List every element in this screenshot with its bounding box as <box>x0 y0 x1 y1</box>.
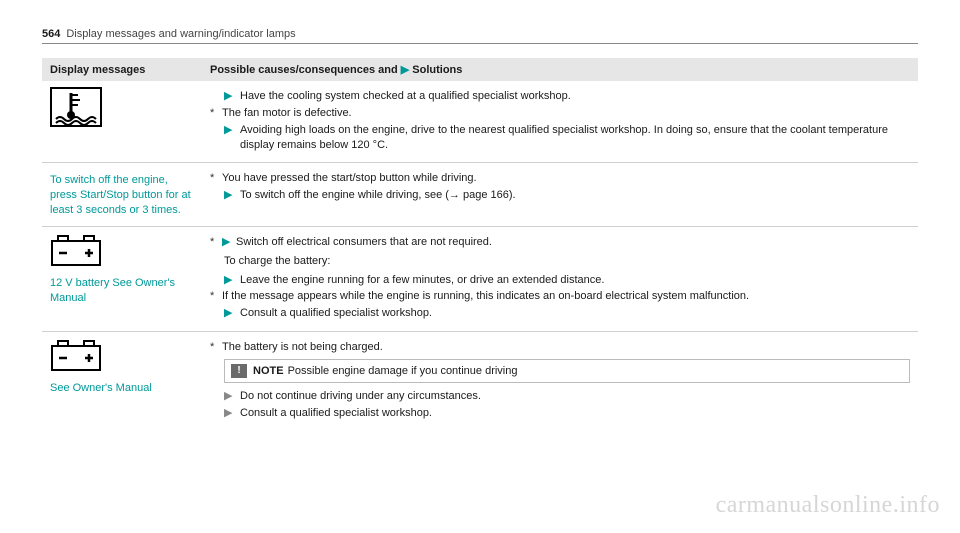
cause-line: * If the message appears while the engin… <box>210 289 910 304</box>
star-icon: * <box>210 289 222 304</box>
solution-line: ▶ Leave the engine running for a few min… <box>210 273 910 288</box>
solution-line: ▶ Have the cooling system checked at a q… <box>210 89 910 104</box>
arrow-icon: ▶ <box>222 235 236 250</box>
star-icon: * <box>210 106 222 121</box>
display-message-label: See Owner's Manual <box>50 381 194 396</box>
solution-line: ▶ Consult a qualified specialist worksho… <box>210 406 910 421</box>
note-label: NOTE <box>253 365 284 377</box>
arrow-icon: ▶ <box>224 188 240 203</box>
solution-text: Consult a qualified specialist workshop. <box>240 406 910 421</box>
cause-text: You have pressed the start/stop button w… <box>222 171 910 186</box>
cause-text: The fan motor is defective. <box>222 106 910 121</box>
solution-line: ▶ To switch off the engine while driving… <box>210 188 910 203</box>
solution-text: Consult a qualified specialist workshop. <box>240 306 910 321</box>
table-row: To switch off the engine, press Start/St… <box>42 163 918 227</box>
arrow-icon: ▶ <box>224 89 240 104</box>
solution-text: Leave the engine running for a few minut… <box>240 273 910 288</box>
arrow-icon: ▶ <box>224 123 240 138</box>
solution-text: To switch off the engine while driving, … <box>240 188 910 203</box>
cell-right: ▶ Have the cooling system checked at a q… <box>202 81 918 163</box>
cause-line: * You have pressed the start/stop button… <box>210 171 910 186</box>
cell-left: See Owner's Manual <box>42 332 202 431</box>
col-header-right: Possible causes/consequences and ▶ Solut… <box>202 58 918 81</box>
note-exclamation-icon: ! <box>231 364 247 378</box>
col-header-right-prefix: Possible causes/consequences and <box>210 64 401 76</box>
note-text: Possible engine damage if you continue d… <box>288 365 518 377</box>
arrow-icon: ▶ <box>401 64 413 76</box>
cell-right: * ▶ Switch off electrical consumers that… <box>202 226 918 331</box>
solution-text: Do not continue driving under any circum… <box>240 389 910 404</box>
cause-line: * The battery is not being charged. <box>210 340 910 355</box>
cause-text: If the message appears while the engine … <box>222 289 910 304</box>
table-row: See Owner's Manual * The battery is not … <box>42 332 918 431</box>
solution-line: ▶ Consult a qualified specialist worksho… <box>210 306 910 321</box>
arrow-icon: ▶ <box>224 389 240 404</box>
star-icon: * <box>210 235 222 250</box>
solution-line: ▶ Avoiding high loads on the engine, dri… <box>210 123 910 153</box>
messages-table: Display messages Possible causes/consequ… <box>42 58 918 431</box>
solution-text: Avoiding high loads on the engine, drive… <box>240 123 910 153</box>
cause-line: * The fan motor is defective. <box>210 106 910 121</box>
arrow-icon: ▶ <box>224 273 240 288</box>
page-header: 564 Display messages and warning/indicat… <box>42 28 918 44</box>
table-row: ▶ Have the cooling system checked at a q… <box>42 81 918 163</box>
plain-text-line: To charge the battery: <box>224 254 910 269</box>
arrow-icon: ▶ <box>224 406 240 421</box>
battery-icon <box>50 233 102 269</box>
col-header-right-suffix: Solutions <box>412 64 462 76</box>
cell-left <box>42 81 202 163</box>
solution-text: Switch off electrical consumers that are… <box>236 235 910 250</box>
note-box: ! NOTE Possible engine damage if you con… <box>224 359 910 383</box>
col-header-left: Display messages <box>42 58 202 81</box>
solution-line: ▶ Do not continue driving under any circ… <box>210 389 910 404</box>
star-icon: * <box>210 340 222 355</box>
table-header-row: Display messages Possible causes/consequ… <box>42 58 918 81</box>
cell-left: To switch off the engine, press Start/St… <box>42 163 202 227</box>
arrow-icon: ▶ <box>224 306 240 321</box>
watermark: carmanualsonline.info <box>716 492 940 519</box>
display-message-label: 12 V battery See Owner's Manual <box>50 276 194 306</box>
cell-right: * The battery is not being charged. ! NO… <box>202 332 918 431</box>
cell-left: 12 V battery See Owner's Manual <box>42 226 202 331</box>
star-icon: * <box>210 171 222 186</box>
coolant-temp-icon <box>50 87 102 127</box>
table-row: 12 V battery See Owner's Manual * ▶ Swit… <box>42 226 918 331</box>
solution-text: Have the cooling system checked at a qua… <box>240 89 910 104</box>
cause-text: The battery is not being charged. <box>222 340 910 355</box>
cause-solution-line: * ▶ Switch off electrical consumers that… <box>210 235 910 250</box>
cell-right: * You have pressed the start/stop button… <box>202 163 918 227</box>
battery-icon <box>50 338 102 374</box>
section-title: Display messages and warning/indicator l… <box>66 28 295 40</box>
page-number: 564 <box>42 28 60 40</box>
display-message-label: To switch off the engine, press Start/St… <box>50 173 194 218</box>
